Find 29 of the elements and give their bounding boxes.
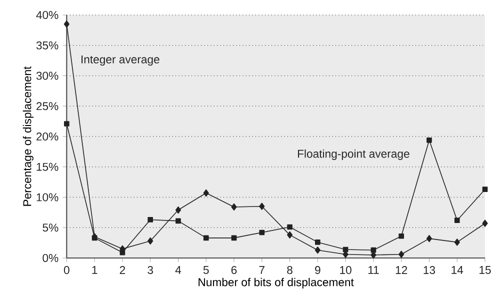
y-tick-label: 30% bbox=[36, 72, 58, 80]
y-tick-label: 20% bbox=[36, 132, 58, 141]
x-tick-label: 13 bbox=[424, 266, 436, 274]
x-tick-label: 2 bbox=[120, 266, 126, 274]
series-label: Integer average bbox=[82, 55, 160, 66]
y-tick-label: 40% bbox=[36, 11, 58, 20]
x-tick-label: 1 bbox=[92, 266, 98, 274]
x-tick-label: 6 bbox=[231, 266, 237, 274]
x-tick-label: 8 bbox=[287, 266, 292, 274]
x-axis-title: Number of bits of displacement bbox=[198, 278, 354, 288]
x-tick-label: 0 bbox=[64, 266, 70, 274]
y-tick-label: 15% bbox=[36, 162, 58, 171]
x-tick-label: 12 bbox=[396, 266, 408, 274]
y-tick-label: 0% bbox=[42, 254, 58, 262]
y-tick-label: 25% bbox=[36, 102, 58, 110]
x-tick-label: 7 bbox=[259, 266, 264, 274]
x-tick-label: 11 bbox=[368, 266, 379, 274]
x-tick-label: 4 bbox=[175, 266, 182, 274]
y-tick-label: 35% bbox=[36, 41, 58, 50]
x-tick-label: 15 bbox=[480, 266, 491, 274]
x-tick-label: 9 bbox=[315, 266, 320, 274]
y-tick-label: 5% bbox=[42, 224, 58, 232]
x-tick-label: 5 bbox=[203, 266, 209, 274]
x-tick-label: 14 bbox=[452, 266, 464, 274]
y-tick-label: 10% bbox=[36, 193, 58, 202]
y-axis-title: Percentage of displacement bbox=[22, 66, 34, 206]
x-tick-label: 10 bbox=[340, 266, 352, 274]
x-tick-label: 3 bbox=[148, 266, 153, 274]
series-label: Floating-point average bbox=[298, 149, 410, 160]
